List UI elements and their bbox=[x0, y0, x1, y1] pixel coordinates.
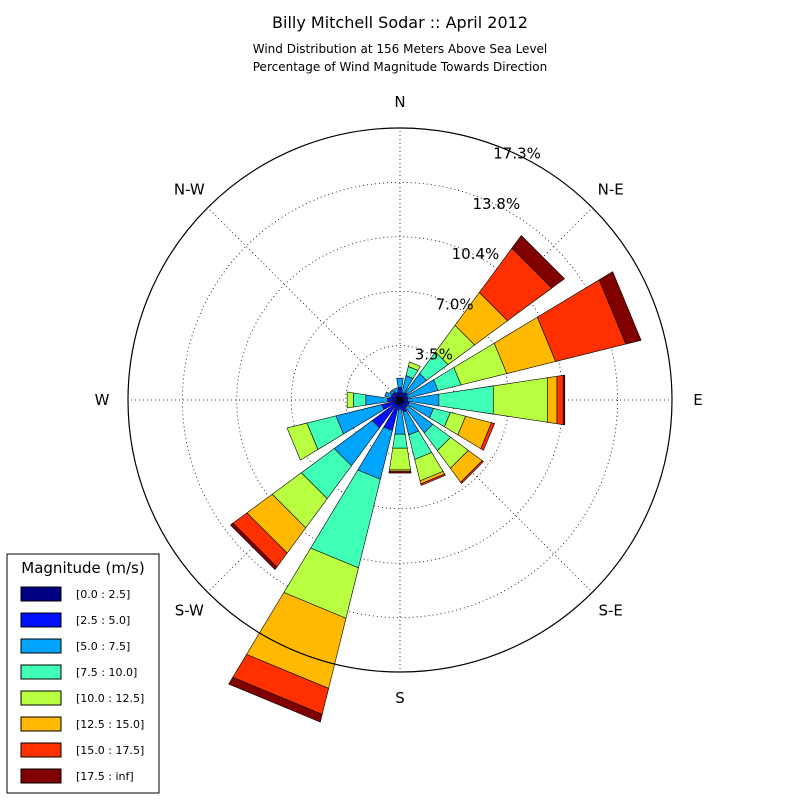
legend-items: [0.0 : 2.5] [2.5 : 5.0] [5.0 : 7.5] [7.5 : … bbox=[20, 586, 144, 784]
legend-label: [17.5 : inf] bbox=[76, 770, 134, 783]
bar-segment-dir12-bin4 bbox=[346, 391, 354, 409]
bar-segment-dir1-bin4 bbox=[407, 361, 421, 371]
bar-segment-dir0-bin2 bbox=[396, 377, 404, 388]
direction-label-e: E bbox=[693, 391, 702, 409]
bar-segment-dir8-bin7 bbox=[388, 471, 412, 474]
bar-segment-dir11-bin4 bbox=[286, 422, 319, 461]
legend-swatch bbox=[20, 586, 62, 602]
direction-label-s: S bbox=[395, 689, 405, 707]
direction-label-n-e: N-E bbox=[598, 180, 624, 198]
legend-label: [0.0 : 2.5] bbox=[76, 588, 130, 601]
legend-swatch bbox=[20, 638, 62, 654]
legend-swatch bbox=[20, 716, 62, 732]
legend-swatch bbox=[20, 742, 62, 758]
bar-segment-dir15-bin2 bbox=[393, 387, 399, 394]
direction-label-s-e: S-E bbox=[599, 602, 623, 620]
chart-title: Billy Mitchell Sodar :: April 2012 bbox=[272, 13, 528, 32]
bar-segment-dir5-bin6 bbox=[480, 422, 496, 451]
bar-segment-dir8-bin4 bbox=[389, 447, 411, 471]
direction-label-n-w: N-W bbox=[174, 180, 205, 198]
legend-label: [10.0 : 12.5] bbox=[76, 692, 144, 705]
bar-segment-dir10-bin7 bbox=[229, 522, 278, 571]
grid-spoke bbox=[399, 399, 593, 593]
bar-segment-dir9-bin7 bbox=[228, 676, 323, 723]
legend-label: [12.5 : 15.0] bbox=[76, 718, 144, 731]
bar-segment-dir13-bin2 bbox=[384, 391, 393, 399]
chart-subtitle-line-1: Wind Distribution at 156 Meters Above Se… bbox=[253, 42, 548, 56]
ring-label: 3.5% bbox=[415, 346, 453, 364]
bar-segment-dir8-bin3 bbox=[392, 433, 408, 449]
bar-segment-dir3-bin7 bbox=[598, 271, 642, 345]
legend-swatch bbox=[20, 664, 62, 680]
direction-label-n: N bbox=[394, 93, 405, 111]
polar-outer-circle bbox=[127, 127, 673, 673]
direction-label-s-w: S-W bbox=[175, 602, 204, 620]
legend-label: [5.0 : 7.5] bbox=[76, 640, 130, 653]
ring-label: 7.0% bbox=[436, 295, 474, 313]
legend: Magnitude (m/s) [0.0 : 2.5] [2.5 : 5.0] [5… bbox=[6, 553, 160, 794]
bar-segment-dir4-bin5 bbox=[547, 375, 558, 425]
grid-spoke bbox=[207, 207, 401, 401]
bar-segment-dir2-bin7 bbox=[511, 235, 565, 289]
bar-segment-dir4-bin6 bbox=[556, 374, 564, 426]
bar-segment-dir4-bin7 bbox=[562, 374, 566, 426]
direction-label-w: W bbox=[95, 391, 110, 409]
legend-swatch bbox=[20, 768, 62, 784]
legend-title: Magnitude (m/s) bbox=[21, 559, 144, 577]
legend-label: [7.5 : 10.0] bbox=[76, 666, 137, 679]
polar-labels: N N-E E S-E S S-W W N-W 3.5% 7.0% 10.4% 13.8% 17.3% bbox=[95, 93, 703, 707]
grid-ring bbox=[181, 181, 619, 619]
bar-segment-dir6-bin6 bbox=[460, 460, 484, 484]
ring-label: 10.4% bbox=[452, 245, 500, 263]
bar-segment-dir7-bin6 bbox=[420, 473, 446, 486]
bar-segment-dir14-bin2 bbox=[389, 389, 395, 395]
legend-label: [2.5 : 5.0] bbox=[76, 614, 130, 627]
wind-rose-bars bbox=[228, 235, 642, 723]
ring-label: 17.3% bbox=[493, 145, 541, 163]
legend-label: [15.0 : 17.5] bbox=[76, 744, 144, 757]
bar-segment-dir4-bin3 bbox=[438, 385, 494, 415]
chart-subtitle-line-2: Percentage of Wind Magnitude Towards Dir… bbox=[253, 60, 547, 74]
bar-segment-dir12-bin3 bbox=[353, 392, 367, 408]
bar-segment-dir4-bin4 bbox=[492, 377, 548, 423]
legend-swatch bbox=[20, 690, 62, 706]
ring-label: 13.8% bbox=[472, 195, 520, 213]
legend-swatch bbox=[20, 612, 62, 628]
